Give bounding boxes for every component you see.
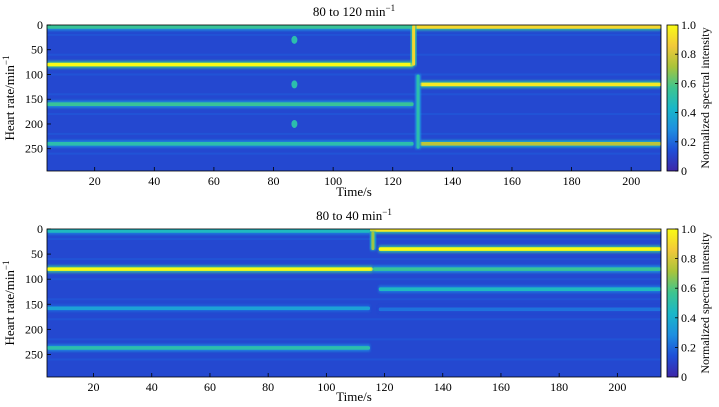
x-tick-label: 80 xyxy=(262,380,274,394)
x-tick-label: 200 xyxy=(608,380,626,394)
x-tick-label: 20 xyxy=(89,174,101,188)
spectral-band-2 xyxy=(47,62,414,67)
x-tick-label: 140 xyxy=(434,380,452,394)
x-axis-label: Time/s xyxy=(336,184,372,199)
x-tick-label: 160 xyxy=(503,174,521,188)
transition-mark-1 xyxy=(412,25,416,66)
transition-mark-2 xyxy=(416,74,420,149)
x-tick-label: 180 xyxy=(550,380,568,394)
y-tick-label: 150 xyxy=(25,92,43,106)
spectral-band-7 xyxy=(372,267,661,271)
x-tick-label: 120 xyxy=(376,380,394,394)
x-tick-label: 200 xyxy=(622,174,640,188)
spectral-band-7 xyxy=(419,141,661,146)
chart-title: 80 to 120 min−1 xyxy=(313,3,395,19)
colorbar-tick-label: 0 xyxy=(681,164,687,178)
y-tick-label: 0 xyxy=(37,18,43,32)
y-tick-label: 200 xyxy=(25,117,43,131)
spectral-spot-3 xyxy=(291,119,298,128)
colorbar-tick-label: 0.6 xyxy=(681,76,696,90)
heatmap-background xyxy=(47,229,661,377)
spectral-band-5 xyxy=(370,229,661,232)
x-tick-label: 180 xyxy=(563,174,581,188)
spectral-band-4 xyxy=(47,141,414,146)
colorbar-tick-label: 0.4 xyxy=(681,311,696,325)
y-tick-label: 0 xyxy=(37,222,43,236)
y-tick-label: 100 xyxy=(25,67,43,81)
x-tick-label: 100 xyxy=(317,380,335,394)
x-axis-label: Time/s xyxy=(336,389,372,404)
spectral-band-1 xyxy=(47,25,414,29)
spectral-band-3 xyxy=(47,306,371,311)
chart-title: 80 to 40 min−1 xyxy=(316,207,392,223)
y-axis-label: Heart rate/min−1 xyxy=(1,260,17,345)
x-tick-label: 60 xyxy=(204,380,216,394)
spectral-band-2 xyxy=(47,267,373,271)
spectral-band-9 xyxy=(378,307,661,312)
y-tick-label: 250 xyxy=(25,142,43,156)
x-tick-label: 60 xyxy=(208,174,220,188)
y-tick-label: 150 xyxy=(25,297,43,311)
colorbar-tick-label: 1.0 xyxy=(681,222,696,236)
colorbar-tick-label: 0.8 xyxy=(681,252,696,266)
spectral-spot-1 xyxy=(291,35,298,44)
colorbar-tick-label: 1.0 xyxy=(681,18,696,32)
x-tick-label: 40 xyxy=(148,174,160,188)
x-tick-label: 140 xyxy=(443,174,461,188)
y-axis-label: Heart rate/min−1 xyxy=(1,55,17,140)
spectral-band-4 xyxy=(47,346,371,350)
colorbar-tick-label: 0.8 xyxy=(681,47,696,61)
x-tick-label: 160 xyxy=(492,380,510,394)
spectral-spot-2 xyxy=(291,80,298,89)
transition-mark-1 xyxy=(371,231,375,251)
colorbar-tick-label: 0 xyxy=(681,370,687,384)
colorbar-tick-label: 0.4 xyxy=(681,106,696,120)
spectral-band-5 xyxy=(413,25,661,29)
heatmap-background xyxy=(47,25,661,171)
x-tick-label: 20 xyxy=(88,380,100,394)
colorbar-tick-label: 0.6 xyxy=(681,281,696,295)
heatmap-panel-1: 20 40 60 80 100 120 140 160 180 200 0 50 100 150 200 25… xyxy=(1,3,712,199)
y-tick-label: 200 xyxy=(25,322,43,336)
y-tick-label: 50 xyxy=(31,247,43,261)
spectral-band-3 xyxy=(47,102,414,106)
spectral-band-8 xyxy=(378,287,661,292)
colorbar-tick-label: 0.2 xyxy=(681,340,696,354)
y-tick-label: 100 xyxy=(25,272,43,286)
spectral-band-6 xyxy=(378,247,661,251)
y-tick-label: 50 xyxy=(31,43,43,57)
colorbar-label: Normalized spectral intensity xyxy=(698,232,712,373)
x-tick-label: 120 xyxy=(384,174,402,188)
y-tick-label: 250 xyxy=(25,347,43,361)
spectral-band-1 xyxy=(47,229,371,233)
colorbar-label: Normalized spectral intensity xyxy=(698,27,712,168)
heatmap-panel-2: 20 40 60 80 100 120 140 160 180 200 0 50 100 150 200 25… xyxy=(1,207,712,404)
x-tick-label: 80 xyxy=(268,174,280,188)
colorbar-tick-label: 0.2 xyxy=(681,135,696,149)
x-tick-label: 100 xyxy=(324,174,342,188)
x-tick-label: 40 xyxy=(146,380,158,394)
spectral-band-6 xyxy=(419,82,661,87)
